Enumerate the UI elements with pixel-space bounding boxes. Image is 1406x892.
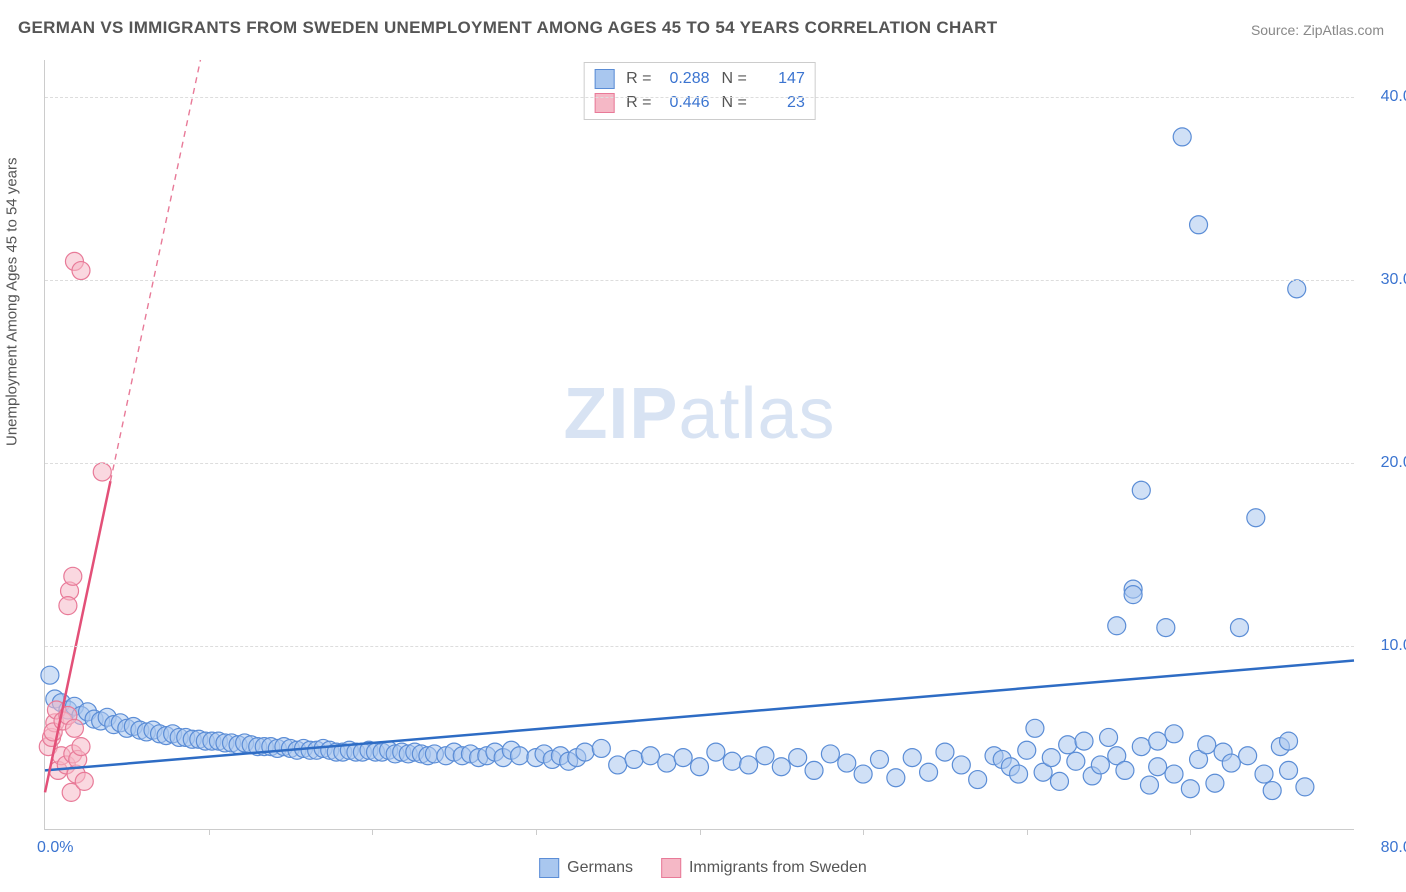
legend-swatch-germans: [539, 858, 559, 878]
legend-item-germans: Germans: [539, 858, 633, 878]
chart-container: GERMAN VS IMMIGRANTS FROM SWEDEN UNEMPLO…: [0, 0, 1406, 892]
legend-swatch-sweden: [661, 858, 681, 878]
scatter-svg: [45, 60, 1354, 829]
bottom-legend: Germans Immigrants from Sweden: [539, 858, 867, 878]
x-tick-max: 80.0%: [1381, 839, 1406, 857]
source-attribution: Source: ZipAtlas.com: [1251, 22, 1384, 38]
y-tick-label: 30.0%: [1381, 271, 1406, 289]
legend-item-sweden: Immigrants from Sweden: [661, 858, 867, 878]
plot-area: ZIPatlas R = 0.288 N = 147 R = 0.446 N =…: [44, 60, 1354, 830]
y-tick-label: 40.0%: [1381, 88, 1406, 106]
legend-label-germans: Germans: [567, 859, 633, 877]
chart-title: GERMAN VS IMMIGRANTS FROM SWEDEN UNEMPLO…: [18, 18, 997, 38]
legend-label-sweden: Immigrants from Sweden: [689, 859, 867, 877]
y-tick-label: 10.0%: [1381, 637, 1406, 655]
y-tick-label: 20.0%: [1381, 454, 1406, 472]
x-tick-min: 0.0%: [37, 839, 73, 857]
y-axis-label: Unemployment Among Ages 45 to 54 years: [4, 157, 21, 446]
